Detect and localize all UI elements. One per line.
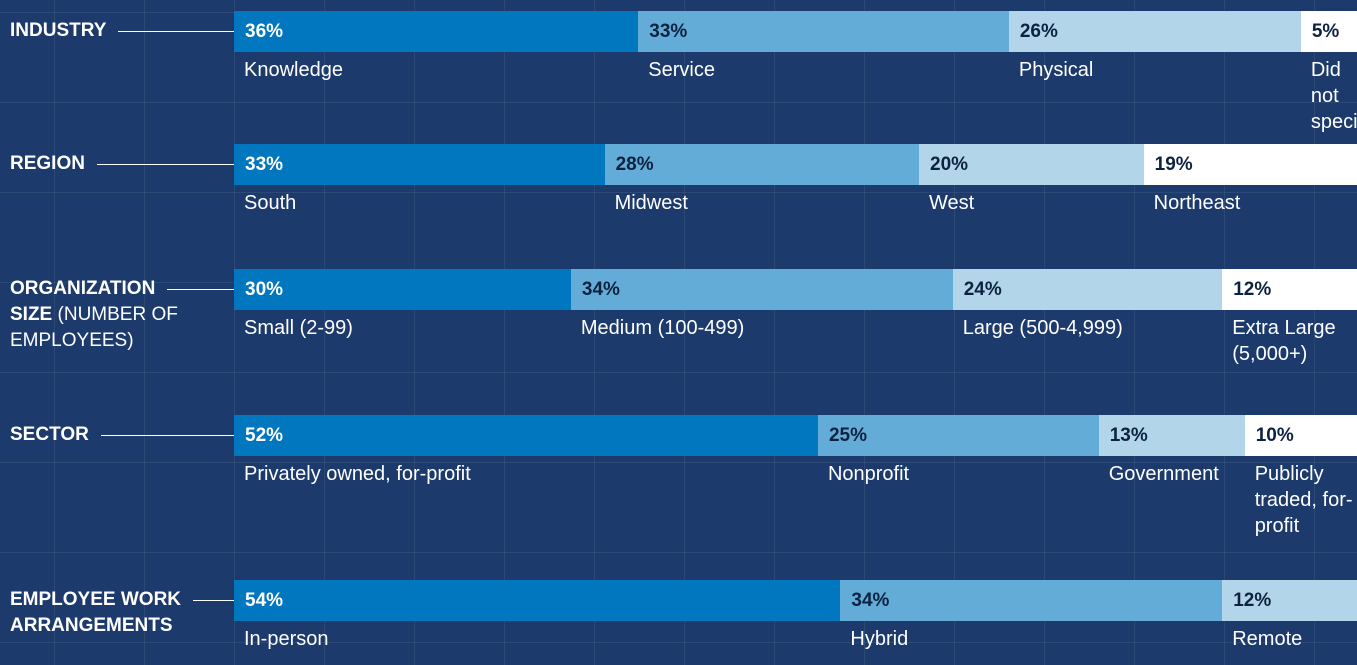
bar-segment [638,11,1009,52]
category-label: Medium (100-499) [580,317,745,339]
bar-segment [234,415,818,456]
bar-segment [840,580,1223,621]
value-label: 20% [930,154,969,175]
bar-segment [234,144,605,185]
category-label: In-person [244,628,329,650]
value-label: 36% [245,21,284,42]
category-label: Government [1108,463,1219,485]
group-label: EMPLOYEE WORK ARRANGEMENTS [10,587,195,639]
category-label: South [244,192,297,214]
group-label: INDUSTRY [10,18,195,44]
value-label: 28% [615,154,654,175]
value-label: 34% [851,590,890,611]
value-label: 12% [1233,279,1272,300]
bar-segment [1008,11,1301,52]
group-title: INDUSTRY [10,20,107,41]
value-label: 12% [1233,590,1272,611]
bar-segment [1244,415,1357,456]
category-label: Service [648,59,715,81]
category-label: Did not specify [1310,59,1357,133]
bar-segment [234,580,841,621]
category-label: Large (500-4,999) [962,317,1123,339]
connector [96,164,234,165]
group-title: ORGANIZATION SIZE [10,278,156,325]
bar-segment [952,269,1223,310]
bar-segment [1222,269,1357,310]
value-label: 10% [1255,425,1294,446]
value-label: 33% [245,154,284,175]
bar-segment [1098,415,1245,456]
bar-segment [234,11,639,52]
group-label: ORGANIZATION SIZE (NUMBER OF EMPLOYEES) [10,276,195,354]
value-label: 25% [828,425,867,446]
category-label: Small (2-99) [244,317,353,339]
connector [100,435,234,436]
bar-segment [919,144,1144,185]
value-label: 13% [1109,425,1148,446]
category-label: Midwest [614,192,688,214]
category-label: Publicly traded, for-profit [1254,463,1353,537]
category-label: Remote [1232,628,1303,650]
value-label: 26% [1019,21,1058,42]
value-label: 34% [581,279,620,300]
group-title: EMPLOYEE WORK ARRANGEMENTS [10,589,182,636]
bar-segment [234,269,571,310]
value-label: 19% [1154,154,1193,175]
category-label: Physical [1018,59,1094,81]
bar-segment [604,144,920,185]
group-title-note: (NUMBER OF EMPLOYEES) [10,304,178,351]
group-title: REGION [10,153,85,174]
bar-segment [817,415,1099,456]
group-title: SECTOR [10,424,89,445]
category-label: Extra Large (5,000+) [1232,317,1336,365]
category-label: West [929,192,975,214]
category-label: Nonprofit [827,463,910,485]
category-label: Hybrid [850,628,909,650]
value-label: 33% [649,21,688,42]
category-label: Knowledge [244,59,343,81]
value-label: 24% [963,279,1002,300]
connector [118,31,234,32]
value-label: 30% [245,279,284,300]
group-label: REGION [10,151,195,177]
group-label: SECTOR [10,422,195,448]
bar-segment [1143,144,1357,185]
value-label: 52% [245,425,284,446]
connector [193,600,234,601]
connector [167,289,234,290]
bar-segment [1300,11,1357,52]
bar-segment [570,269,953,310]
value-label: 54% [245,590,284,611]
category-label: Northeast [1153,192,1241,214]
category-label: Privately owned, for-profit [244,463,471,485]
value-label: 5% [1311,21,1340,42]
bar-segment [1222,580,1357,621]
